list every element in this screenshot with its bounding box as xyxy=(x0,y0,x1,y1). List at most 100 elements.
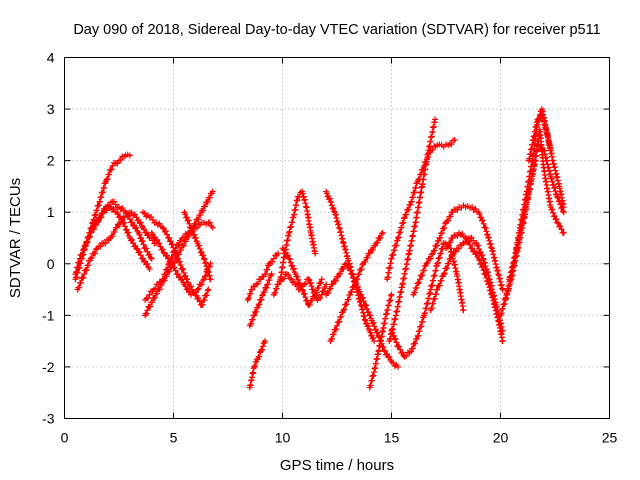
data-point xyxy=(92,250,99,257)
series-arc-e1 xyxy=(384,137,458,283)
series-arc-e6 xyxy=(443,229,506,345)
data-point xyxy=(336,318,343,325)
series-arc-d3 xyxy=(327,229,386,345)
data-point xyxy=(403,211,410,218)
data-point xyxy=(175,241,182,248)
data-point xyxy=(377,234,384,241)
series-arc-d1 xyxy=(323,188,378,345)
data-point xyxy=(82,243,89,250)
data-point xyxy=(285,272,292,279)
data-point xyxy=(547,147,554,154)
data-point xyxy=(388,291,395,298)
x-tick-label: 20 xyxy=(493,430,509,446)
x-tick-label: 5 xyxy=(170,430,178,446)
data-point xyxy=(146,265,153,272)
data-point xyxy=(327,285,334,292)
data-point xyxy=(373,240,380,247)
data-point xyxy=(98,214,105,221)
data-point xyxy=(284,252,291,259)
data-point xyxy=(139,237,146,244)
axis-ticks xyxy=(64,57,610,419)
data-point xyxy=(275,281,282,288)
data-point xyxy=(499,338,506,345)
data-point xyxy=(286,275,293,282)
data-point xyxy=(202,273,209,280)
data-point xyxy=(209,188,216,195)
data-point xyxy=(121,219,128,226)
data-point xyxy=(365,322,372,329)
data-point xyxy=(102,240,109,247)
series-arc-c2 xyxy=(246,271,275,329)
data-point xyxy=(204,287,211,294)
data-point xyxy=(371,323,378,330)
data-point xyxy=(550,209,557,216)
data-point xyxy=(195,216,202,223)
data-point xyxy=(86,233,93,240)
data-point xyxy=(275,250,282,257)
data-point xyxy=(146,251,153,258)
data-marks xyxy=(72,106,567,391)
data-point xyxy=(559,208,566,215)
data-point xyxy=(365,308,372,315)
data-point xyxy=(200,207,207,214)
data-point xyxy=(129,236,136,243)
data-point xyxy=(248,320,255,327)
data-point xyxy=(85,262,92,269)
data-point xyxy=(364,254,371,261)
data-point xyxy=(445,243,452,250)
data-point xyxy=(445,217,452,224)
data-point xyxy=(329,335,336,342)
data-point xyxy=(328,199,335,206)
data-point xyxy=(412,340,419,347)
data-point xyxy=(152,294,159,301)
data-point xyxy=(182,211,189,218)
data-point xyxy=(399,349,406,356)
x-tick-label: 0 xyxy=(61,430,69,446)
data-point xyxy=(266,277,273,284)
data-point xyxy=(160,249,167,256)
data-point xyxy=(143,245,150,252)
data-point xyxy=(182,272,189,279)
data-point xyxy=(436,282,443,289)
data-point xyxy=(259,343,266,350)
data-point xyxy=(204,198,211,205)
data-point xyxy=(190,225,197,232)
y-tick-label: -2 xyxy=(42,359,55,375)
data-point xyxy=(87,255,94,262)
data-point xyxy=(286,255,293,262)
data-point xyxy=(331,208,338,215)
data-point xyxy=(438,229,445,236)
data-point xyxy=(477,249,484,256)
data-point xyxy=(447,213,454,220)
data-point xyxy=(81,271,88,278)
data-point xyxy=(83,266,90,273)
data-point xyxy=(416,279,423,286)
data-point xyxy=(180,242,187,249)
data-point xyxy=(323,281,330,288)
series-arc-b5 xyxy=(142,188,216,319)
data-point xyxy=(247,290,254,297)
data-point xyxy=(367,312,374,319)
data-point xyxy=(179,276,186,283)
data-point xyxy=(106,171,113,178)
data-point xyxy=(262,338,269,345)
data-point xyxy=(447,239,454,246)
data-point xyxy=(393,339,400,346)
data-point xyxy=(196,242,203,249)
data-point xyxy=(301,290,308,297)
data-point xyxy=(476,257,483,264)
data-point xyxy=(136,248,143,255)
data-point xyxy=(302,294,309,301)
data-point xyxy=(358,266,365,273)
data-point xyxy=(109,233,116,240)
data-point xyxy=(145,295,152,302)
data-point xyxy=(163,231,170,238)
data-point xyxy=(296,279,303,286)
data-point xyxy=(163,273,170,280)
data-point xyxy=(409,345,416,352)
data-point xyxy=(437,234,444,241)
data-point xyxy=(305,276,312,283)
data-point xyxy=(452,248,459,255)
data-point xyxy=(80,274,87,281)
